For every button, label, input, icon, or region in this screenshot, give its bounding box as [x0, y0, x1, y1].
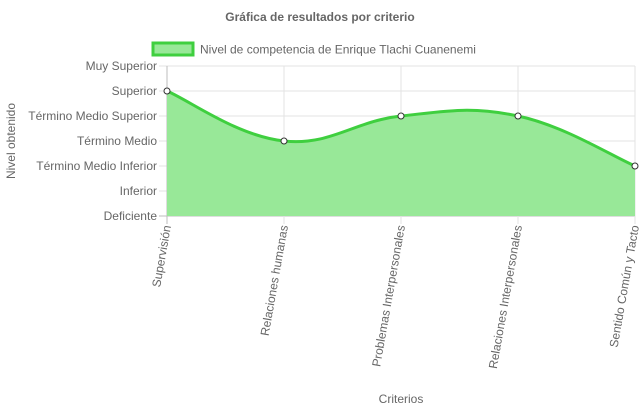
legend-swatch	[151, 41, 195, 57]
y-tick-label: Término Medio	[77, 134, 157, 148]
data-point[interactable]	[514, 112, 522, 120]
series-area	[167, 91, 635, 216]
data-point[interactable]	[631, 162, 639, 170]
data-point[interactable]	[163, 87, 171, 95]
x-tick-label: Problemas Interpersonales	[369, 224, 408, 368]
y-tick-label: Inferior	[120, 184, 157, 198]
y-axis-ticks: Deficiente Inferior Término Medio Inferior…	[28, 59, 157, 223]
y-tick-label: Término Medio Superior	[28, 109, 157, 123]
data-point[interactable]	[280, 137, 288, 145]
y-axis-title: Nivel obtenido	[4, 103, 18, 179]
x-axis-title: Criterios	[379, 392, 424, 406]
y-tick-label: Término Medio Inferior	[36, 159, 157, 173]
legend-label: Nivel de competencia de Enrique Tlachi C…	[200, 43, 476, 57]
x-tick-label: Relaciones humanas	[258, 224, 291, 337]
x-tick-label: Supervisión	[149, 224, 174, 288]
x-tick-label: Sentido Común y Tacto	[607, 224, 639, 349]
y-tick-label: Superior	[112, 84, 157, 98]
y-tick-label: Deficiente	[104, 209, 158, 223]
series-layer	[163, 87, 639, 216]
x-tick-label: Relaciones Interpersonales	[486, 224, 525, 370]
y-tick-label: Muy Superior	[86, 59, 157, 73]
data-point[interactable]	[397, 112, 405, 120]
chart-title: Gráfica de resultados por criterio	[225, 10, 414, 24]
legend[interactable]: Nivel de competencia de Enrique Tlachi C…	[151, 41, 476, 57]
x-axis-ticks: Supervisión Relaciones humanas Problemas I…	[149, 224, 639, 370]
